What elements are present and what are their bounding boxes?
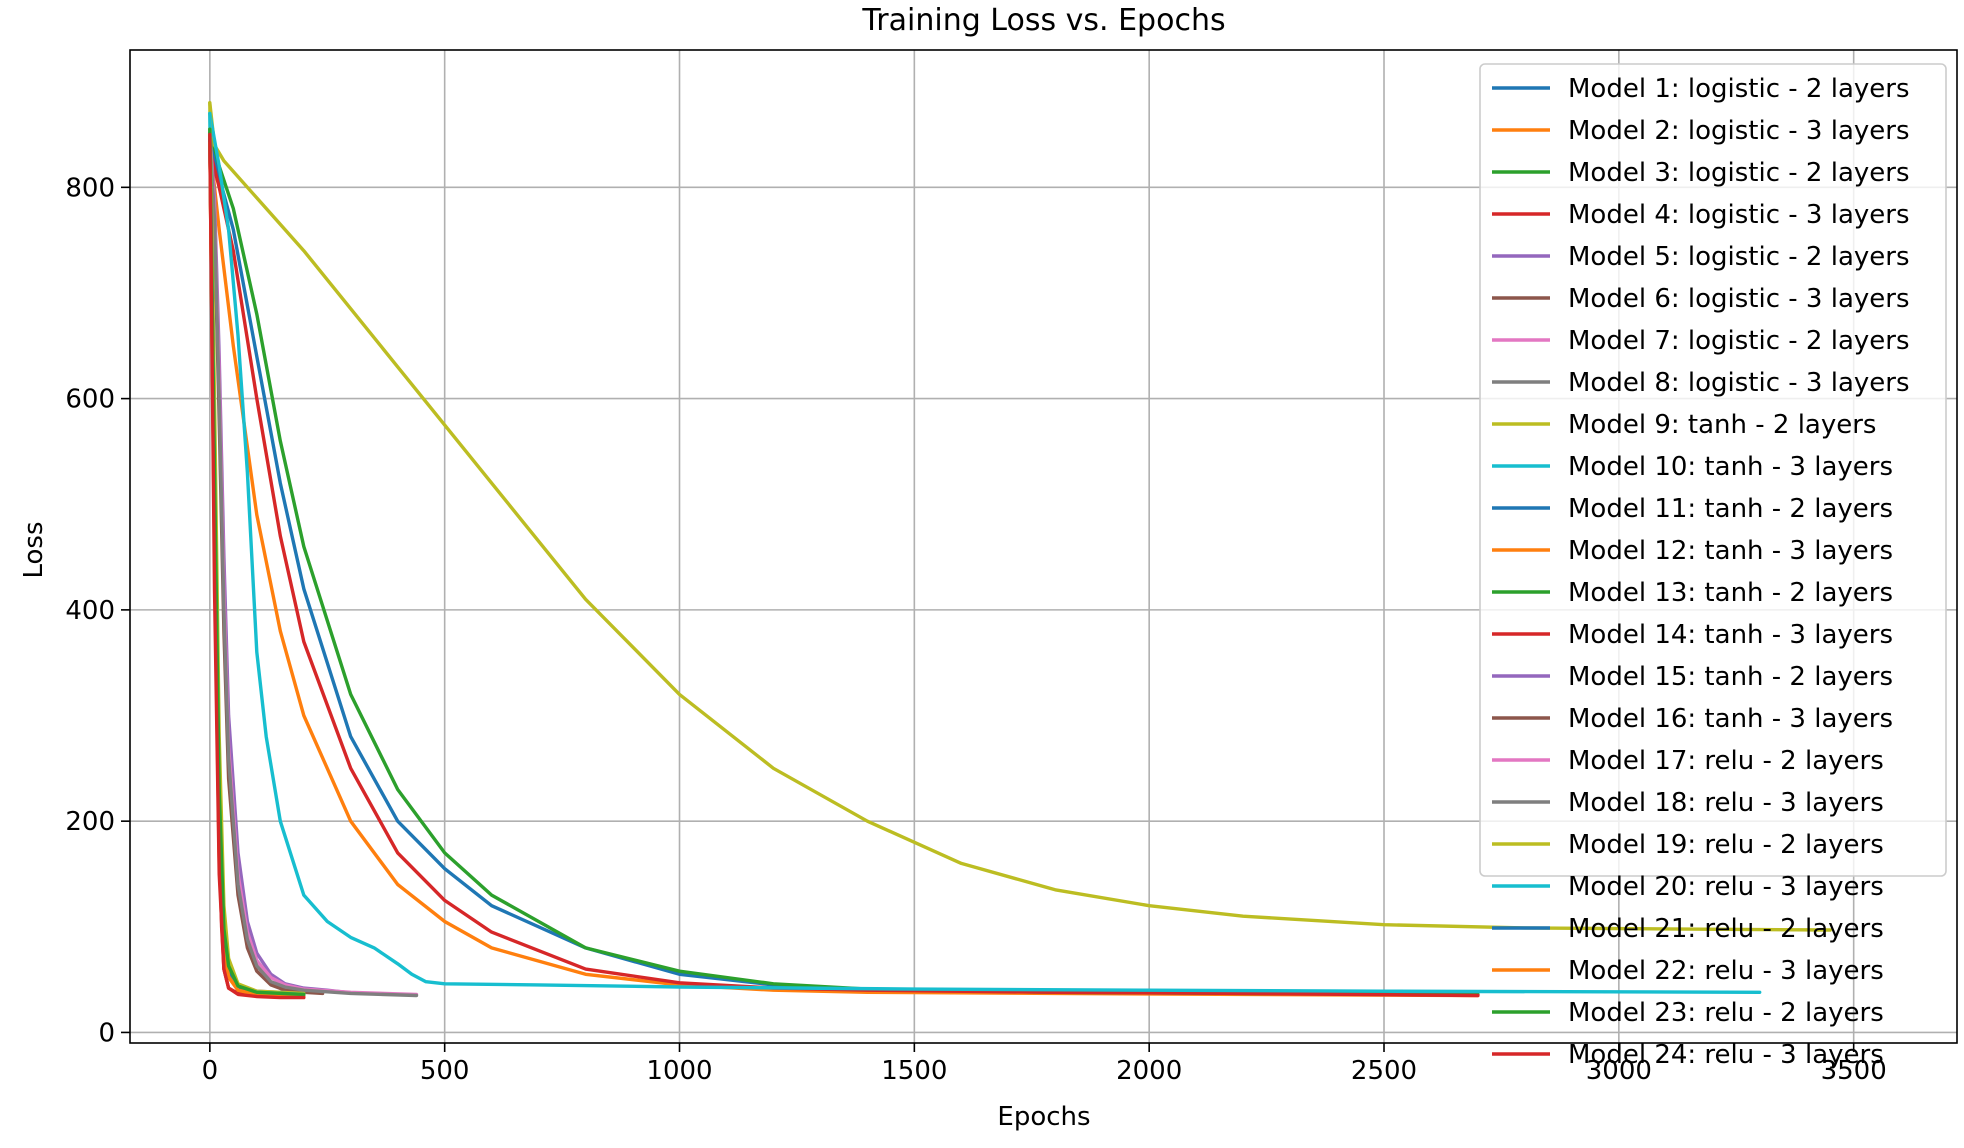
legend-label: Model 16: tanh - 3 layers xyxy=(1568,704,1893,734)
legend-label: Model 21: relu - 2 layers xyxy=(1568,914,1884,944)
y-tick-label: 0 xyxy=(98,1018,115,1048)
x-tick-label: 500 xyxy=(420,1056,470,1086)
legend-label: Model 7: logistic - 2 layers xyxy=(1568,326,1910,356)
plot-lines xyxy=(208,101,1832,1000)
series-line-model-24 xyxy=(208,132,306,1000)
legend-label: Model 6: logistic - 3 layers xyxy=(1568,284,1910,314)
series-line-model-4 xyxy=(208,148,1480,998)
legend-label: Model 14: tanh - 3 layers xyxy=(1568,620,1893,650)
x-tick-label: 3000 xyxy=(1586,1056,1652,1086)
legend-label: Model 10: tanh - 3 layers xyxy=(1568,452,1893,482)
legend-label: Model 18: relu - 3 layers xyxy=(1568,788,1884,818)
legend-label: Model 4: logistic - 3 layers xyxy=(1568,200,1910,230)
legend-label: Model 15: tanh - 2 layers xyxy=(1568,662,1893,692)
x-tick-label: 3500 xyxy=(1821,1056,1887,1086)
chart-title: Training Loss vs. Epochs xyxy=(861,3,1225,38)
legend-label: Model 20: relu - 3 layers xyxy=(1568,872,1884,902)
legend-label: Model 3: logistic - 2 layers xyxy=(1568,158,1910,188)
legend-label: Model 11: tanh - 2 layers xyxy=(1568,494,1893,524)
series-line-model-2 xyxy=(208,143,1480,998)
plot-frame xyxy=(129,49,1958,1044)
y-tick-label: 800 xyxy=(65,173,115,203)
y-tick-label: 200 xyxy=(65,807,115,837)
legend-label: Model 22: relu - 3 layers xyxy=(1568,956,1884,986)
legend-label: Model 17: relu - 2 layers xyxy=(1568,746,1884,776)
legend-label: Model 2: logistic - 3 layers xyxy=(1568,116,1910,146)
y-axis-label: Loss xyxy=(19,521,49,578)
legend-box xyxy=(1479,63,1947,877)
x-tick-label: 1500 xyxy=(881,1056,947,1086)
legend-label: Model 1: logistic - 2 layers xyxy=(1568,74,1910,104)
legend-label: Model 12: tanh - 3 layers xyxy=(1568,536,1893,566)
legend-label: Model 13: tanh - 2 layers xyxy=(1568,578,1893,608)
x-tick-label: 1000 xyxy=(646,1056,712,1086)
legend-label: Model 8: logistic - 3 layers xyxy=(1568,368,1910,398)
series-line-model-9 xyxy=(208,101,1832,932)
legend-label: Model 5: logistic - 2 layers xyxy=(1568,242,1910,272)
x-tick-label: 2000 xyxy=(1116,1056,1182,1086)
legend: Model 1: logistic - 2 layers Model 2: log… xyxy=(1479,63,1947,1070)
series-line-model-8 xyxy=(208,134,419,998)
axis-ticks: 0 500 1000 1500 2000 2500 3000 3500 0 200 400 600 80… xyxy=(65,173,1886,1086)
legend-label: Model 23: relu - 2 layers xyxy=(1568,998,1884,1028)
y-tick-label: 600 xyxy=(65,385,115,415)
legend-label: Model 24: relu - 3 layers xyxy=(1568,1040,1884,1070)
legend-label: Model 9: tanh - 2 layers xyxy=(1568,410,1876,440)
y-tick-label: 400 xyxy=(65,596,115,626)
legend-label: Model 19: relu - 2 layers xyxy=(1568,830,1884,860)
x-tick-label: 2500 xyxy=(1351,1056,1417,1086)
x-axis-label: Epochs xyxy=(997,1102,1090,1132)
series-line-model-10 xyxy=(208,111,1762,994)
x-tick-label: 0 xyxy=(202,1056,219,1086)
